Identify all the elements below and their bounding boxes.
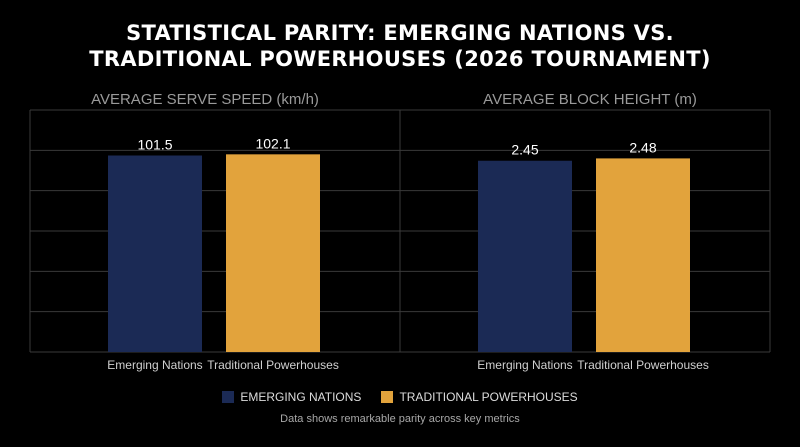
- serve-speed-category-label-emerging: Emerging Nations: [107, 358, 202, 372]
- footnote: Data shows remarkable parity across key …: [280, 413, 520, 425]
- block-height-category-label-traditional: Traditional Powerhouses: [577, 358, 709, 372]
- legend: EMERGING NATIONS TRADITIONAL POWERHOUSES: [0, 390, 800, 404]
- chart-title-line-1: STATISTICAL PARITY: EMERGING NATIONS VS.: [126, 21, 674, 45]
- serve-speed-value-label-traditional: 102.1: [255, 135, 290, 151]
- block-height-bar-traditional: [596, 158, 690, 352]
- block-height-panel-title: AVERAGE BLOCK HEIGHT (m): [483, 91, 697, 108]
- block-height-bar-emerging: [478, 160, 572, 352]
- block-height-category-label-emerging: Emerging Nations: [477, 358, 572, 372]
- block-height-value-label-traditional: 2.48: [629, 139, 656, 155]
- legend-label-traditional: TRADITIONAL POWERHOUSES: [399, 390, 578, 404]
- legend-item-traditional: TRADITIONAL POWERHOUSES: [381, 390, 578, 404]
- serve-speed-panel-title: AVERAGE SERVE SPEED (km/h): [91, 91, 319, 108]
- chart-title: STATISTICAL PARITY: EMERGING NATIONS VS.…: [0, 20, 800, 72]
- legend-swatch-emerging: [222, 391, 235, 403]
- serve-speed-bar-emerging: [108, 155, 202, 352]
- chart-title-line-2: TRADITIONAL POWERHOUSES (2026 TOURNAMENT…: [89, 47, 711, 71]
- legend-swatch-traditional: [381, 391, 394, 403]
- serve-speed-value-label-emerging: 101.5: [137, 136, 172, 152]
- serve-speed-bar-traditional: [226, 154, 320, 352]
- legend-item-emerging: EMERGING NATIONS: [222, 390, 361, 404]
- legend-label-emerging: EMERGING NATIONS: [240, 390, 362, 404]
- block-height-value-label-emerging: 2.45: [511, 142, 538, 158]
- serve-speed-category-label-traditional: Traditional Powerhouses: [207, 358, 339, 372]
